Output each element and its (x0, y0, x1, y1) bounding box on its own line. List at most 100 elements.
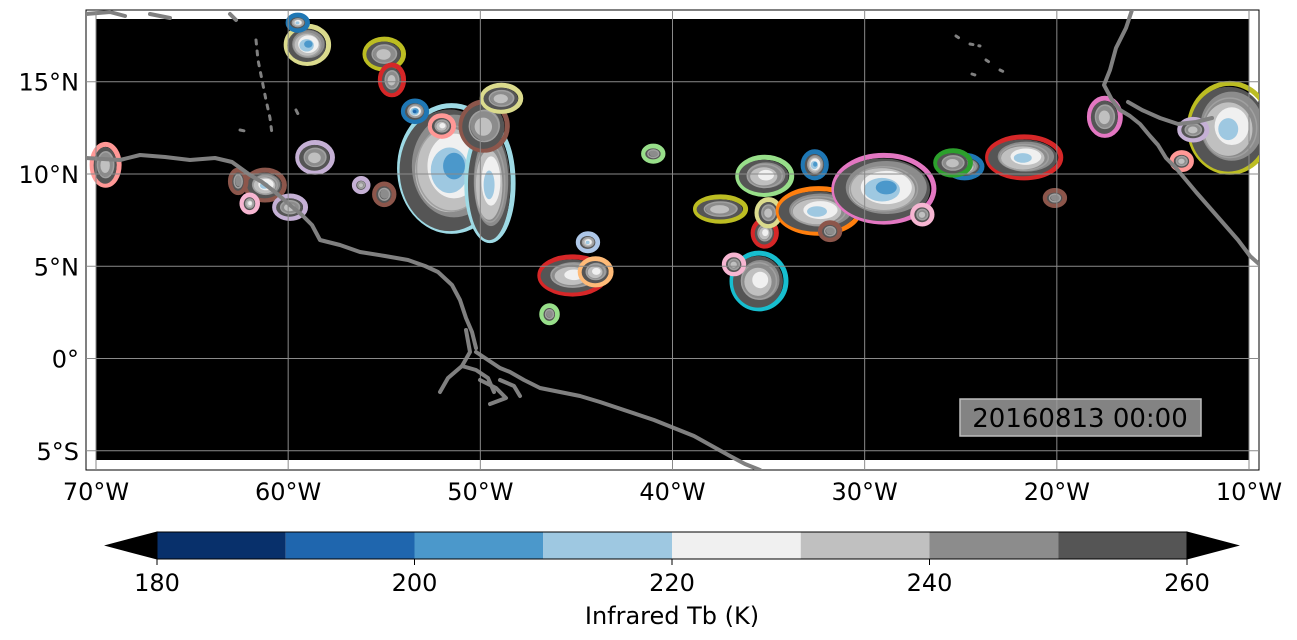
cloud-tb-level (443, 152, 465, 180)
cloud-system (721, 252, 747, 277)
cloud-inner-contour (740, 262, 778, 300)
cloud-tb-level (758, 169, 774, 181)
cloud-inner-contour (1175, 155, 1188, 167)
cloud-inner-contour (291, 18, 304, 28)
cloud-inner-contour (1048, 193, 1062, 203)
guinea-coast (1126, 100, 1214, 126)
cloud-outline-contour (372, 181, 397, 208)
cloud-outline-contour (721, 252, 747, 277)
cloud-outline-contour (735, 154, 795, 197)
cloud-system (1177, 116, 1210, 143)
cloud-system (285, 12, 310, 33)
cloud-inner-contour (761, 204, 777, 222)
cloud-system (910, 202, 935, 227)
lon-tick-label: 60°W (255, 478, 321, 506)
cloud-tb-level (235, 175, 242, 187)
colorbar-tick-label: 260 (1164, 569, 1210, 597)
cloud-system (1186, 80, 1259, 175)
cloud-tb-level (1218, 118, 1239, 141)
cloud-system (89, 141, 122, 188)
cloud-system (283, 23, 332, 66)
cloud-system (227, 167, 249, 196)
cloud-inner-contour (279, 200, 301, 215)
colorbar-bin (414, 532, 544, 559)
cloud-systems-layer (89, 12, 1259, 326)
cloud-tb-level (649, 150, 659, 157)
cloud-system (458, 99, 510, 153)
colorbar-bins (157, 532, 1187, 559)
cloud-tb-level (592, 267, 601, 275)
colorbar-bin (800, 532, 930, 559)
cloud-outline-contour (377, 62, 407, 98)
cloud-outline-contour (351, 175, 371, 195)
cloud-inner-contour (941, 155, 965, 171)
cloud-outline-contour (539, 303, 560, 326)
cloud-tb-level (710, 205, 730, 214)
colorbar-tick-label: 200 (392, 569, 438, 597)
cloud-system (692, 194, 749, 224)
cloud-system (295, 139, 335, 175)
cloud-inner-contour (371, 44, 398, 64)
lat-tick-label: 0° (52, 346, 79, 374)
cloud-system (575, 231, 601, 254)
timestamp-box: 20160813 00:00 (959, 398, 1202, 437)
colorbar-under-arrow (104, 531, 158, 560)
cloud-inner-contour (703, 201, 738, 217)
cloud-tb-level (295, 21, 300, 25)
cloud-tb-level (412, 109, 417, 114)
cloud-tb-level (474, 117, 493, 136)
cloud-system (1086, 95, 1123, 138)
lon-tick-label: 40°W (639, 478, 705, 506)
longitude-axis: 70°W 60°W 50°W 40°W 30°W 20°W 10°W (63, 478, 1282, 506)
cloud-inner-contour (581, 236, 595, 248)
cloud-outline-contour (1177, 116, 1210, 143)
cloud-inner-contour (384, 70, 400, 90)
cloud-tb-level (1098, 110, 1110, 125)
timestamp-label: 20160813 00:00 (972, 404, 1188, 434)
colorbar-bin (543, 532, 672, 559)
cloud-tb-level (918, 211, 926, 218)
cloud-outline-contour (1042, 187, 1068, 209)
cloud-tb-level (1050, 194, 1060, 201)
cloud-tb-level (1013, 153, 1032, 163)
cloud-system (933, 148, 973, 178)
cloud-system (754, 197, 783, 229)
cloud-system (735, 154, 795, 197)
lat-tick-label: 5°S (36, 438, 79, 466)
cloud-inner-contour (647, 149, 660, 159)
cloud-tb-level (1188, 126, 1198, 134)
cloud-tb-level (807, 206, 827, 217)
lon-tick-label: 70°W (63, 478, 129, 506)
cloud-inner-contour (434, 119, 450, 133)
cloud-system (427, 113, 457, 139)
coastlines (86, 10, 1259, 470)
cloud-tb-level (359, 183, 363, 188)
cloud-inner-contour (293, 32, 322, 58)
lat-tick-label: 15°N (19, 69, 80, 97)
cloud-outline-contour (89, 141, 122, 188)
cloud-system (351, 175, 371, 195)
cloud-system (372, 181, 397, 208)
cloud-tb-level (875, 180, 897, 195)
cloud-tb-level (730, 261, 737, 268)
cloud-outline-contour (1169, 150, 1194, 173)
cloud-tb-level (946, 159, 959, 168)
cloud-inner-contour (585, 263, 606, 281)
cloud-outline-contour (800, 149, 829, 181)
cloud-system (400, 98, 430, 125)
cloud-tb-level (304, 40, 313, 48)
colorbar-bin (157, 532, 286, 559)
cloud-tb-level (762, 229, 769, 237)
cloud-inner-contour (916, 208, 929, 221)
cloud-system (800, 149, 829, 181)
cloud-outline-contour (910, 202, 935, 227)
cloud-outline-contour (729, 250, 789, 312)
cloud-system (641, 143, 666, 164)
cloud-outline-contour (427, 113, 457, 139)
cloud-outline-contour (692, 194, 749, 224)
colorbar-tick-label: 180 (134, 569, 180, 597)
cloud-tb-level (248, 201, 252, 206)
colorbar-label: Infrared Tb (K) (585, 602, 759, 630)
cloud-inner-contour (468, 109, 500, 143)
